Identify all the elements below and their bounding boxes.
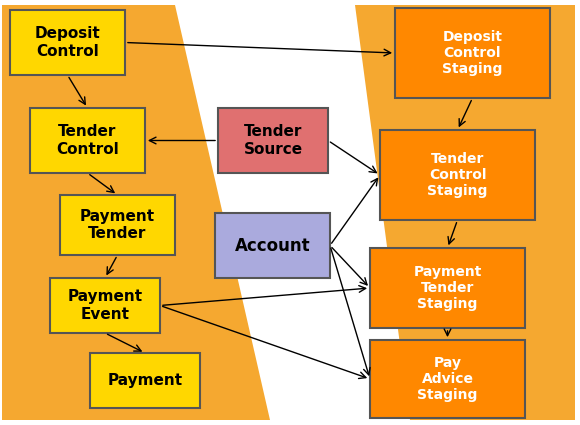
FancyBboxPatch shape — [370, 340, 525, 418]
FancyBboxPatch shape — [395, 8, 550, 98]
Text: Payment
Tender: Payment Tender — [80, 209, 155, 241]
FancyBboxPatch shape — [380, 130, 535, 220]
FancyBboxPatch shape — [30, 108, 145, 173]
FancyBboxPatch shape — [370, 248, 525, 328]
FancyBboxPatch shape — [215, 213, 330, 278]
FancyBboxPatch shape — [60, 195, 175, 255]
FancyBboxPatch shape — [218, 108, 328, 173]
Text: Tender
Control
Staging: Tender Control Staging — [427, 152, 488, 198]
Text: Tender
Source: Tender Source — [244, 124, 303, 157]
FancyBboxPatch shape — [50, 278, 160, 333]
FancyBboxPatch shape — [10, 10, 125, 75]
Text: Pay
Advice
Staging: Pay Advice Staging — [418, 356, 478, 402]
Text: Tender
Control: Tender Control — [56, 124, 119, 157]
Text: Payment: Payment — [107, 373, 183, 388]
FancyBboxPatch shape — [90, 353, 200, 408]
Text: Account: Account — [235, 236, 310, 255]
Text: Deposit
Control
Staging: Deposit Control Staging — [443, 30, 503, 76]
Text: Payment
Tender
Staging: Payment Tender Staging — [414, 265, 481, 311]
Polygon shape — [355, 5, 575, 420]
Polygon shape — [2, 5, 270, 420]
Text: Deposit
Control: Deposit Control — [35, 26, 100, 59]
Text: Payment
Event: Payment Event — [67, 289, 143, 322]
